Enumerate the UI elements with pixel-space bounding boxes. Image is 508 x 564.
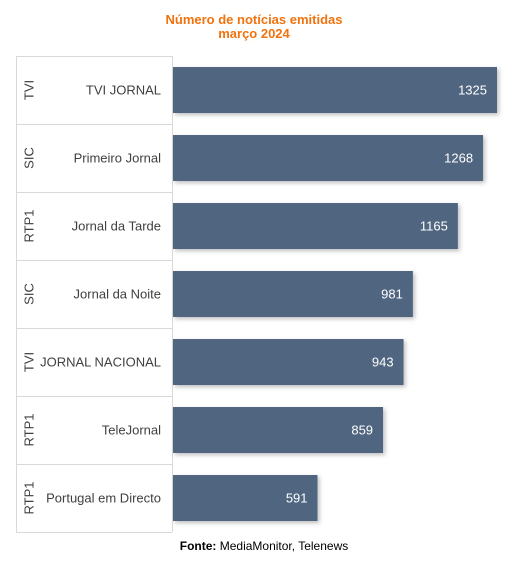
data-label: 591 — [286, 491, 308, 506]
category-label: Portugal em Directo — [46, 491, 161, 506]
category-label: Jornal da Tarde — [72, 219, 161, 234]
source-text: MediaMonitor, Telenews — [219, 539, 349, 553]
data-label: 859 — [351, 423, 373, 438]
source-note: Fonte: MediaMonitor, Telenews — [0, 539, 508, 553]
bar — [173, 475, 318, 521]
group-label: SIC — [22, 283, 37, 305]
category-label: TeleJornal — [102, 423, 161, 438]
group-label: RTP1 — [22, 414, 37, 447]
data-label: 943 — [372, 355, 394, 370]
data-label: 981 — [381, 287, 403, 302]
group-label: RTP1 — [22, 482, 37, 515]
data-label: 1268 — [444, 151, 473, 166]
group-label: TVI — [22, 352, 37, 372]
row-dividers — [16, 56, 173, 533]
group-label: RTP1 — [22, 210, 37, 243]
group-label: SIC — [22, 147, 37, 169]
category-label: Jornal da Noite — [74, 287, 161, 302]
source-label: Fonte: — [179, 539, 217, 553]
chart-title-block: Número de notícias emitidas março 2024 — [0, 13, 508, 41]
chart-subtitle: março 2024 — [218, 26, 290, 41]
category-label: JORNAL NACIONAL — [40, 355, 161, 370]
bar — [173, 135, 484, 181]
labels: 1325 TVI JORNAL TVI 1268 Primeiro Jornal SIC 1… — [22, 80, 488, 515]
data-label: 1325 — [458, 83, 487, 98]
bar — [173, 271, 413, 317]
category-label: Primeiro Jornal — [74, 151, 162, 166]
group-label: TVI — [22, 80, 37, 100]
bar — [173, 203, 458, 249]
chart-title: Número de notícias emitidas — [165, 12, 343, 27]
category-label: TVI JORNAL — [86, 83, 161, 98]
bars — [173, 67, 497, 521]
bar — [173, 339, 404, 385]
data-label: 1165 — [420, 219, 448, 234]
bar — [173, 407, 384, 453]
bar — [173, 67, 497, 113]
